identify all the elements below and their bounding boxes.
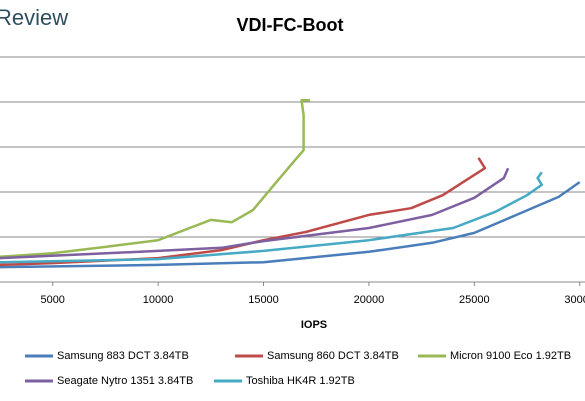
legend-label: Seagate Nytro 1351 3.84TB [57, 375, 193, 387]
x-tick-label: 10000 [143, 294, 174, 306]
x-tick-label: 15000 [248, 294, 279, 306]
legend-label: Samsung 860 DCT 3.84TB [267, 350, 399, 362]
x-axis-label: IOPS [301, 319, 327, 331]
series-line [0, 98, 310, 259]
x-tick-label: 20000 [354, 294, 385, 306]
chart-title: VDI-FC-Boot [237, 15, 344, 35]
brand-logo: Review [0, 5, 68, 30]
series-line [0, 167, 510, 260]
series-line [0, 181, 581, 269]
x-tick-label: 25000 [459, 294, 490, 306]
legend-label: Toshiba HK4R 1.92TB [246, 375, 355, 387]
legend-label: Samsung 883 DCT 3.84TB [57, 350, 189, 362]
series-line [0, 157, 487, 267]
legend-label: Micron 9100 Eco 1.92TB [450, 350, 571, 362]
x-tick-label: 30000 [564, 294, 585, 306]
x-tick-label: 5000 [40, 294, 64, 306]
series-line [0, 171, 544, 264]
